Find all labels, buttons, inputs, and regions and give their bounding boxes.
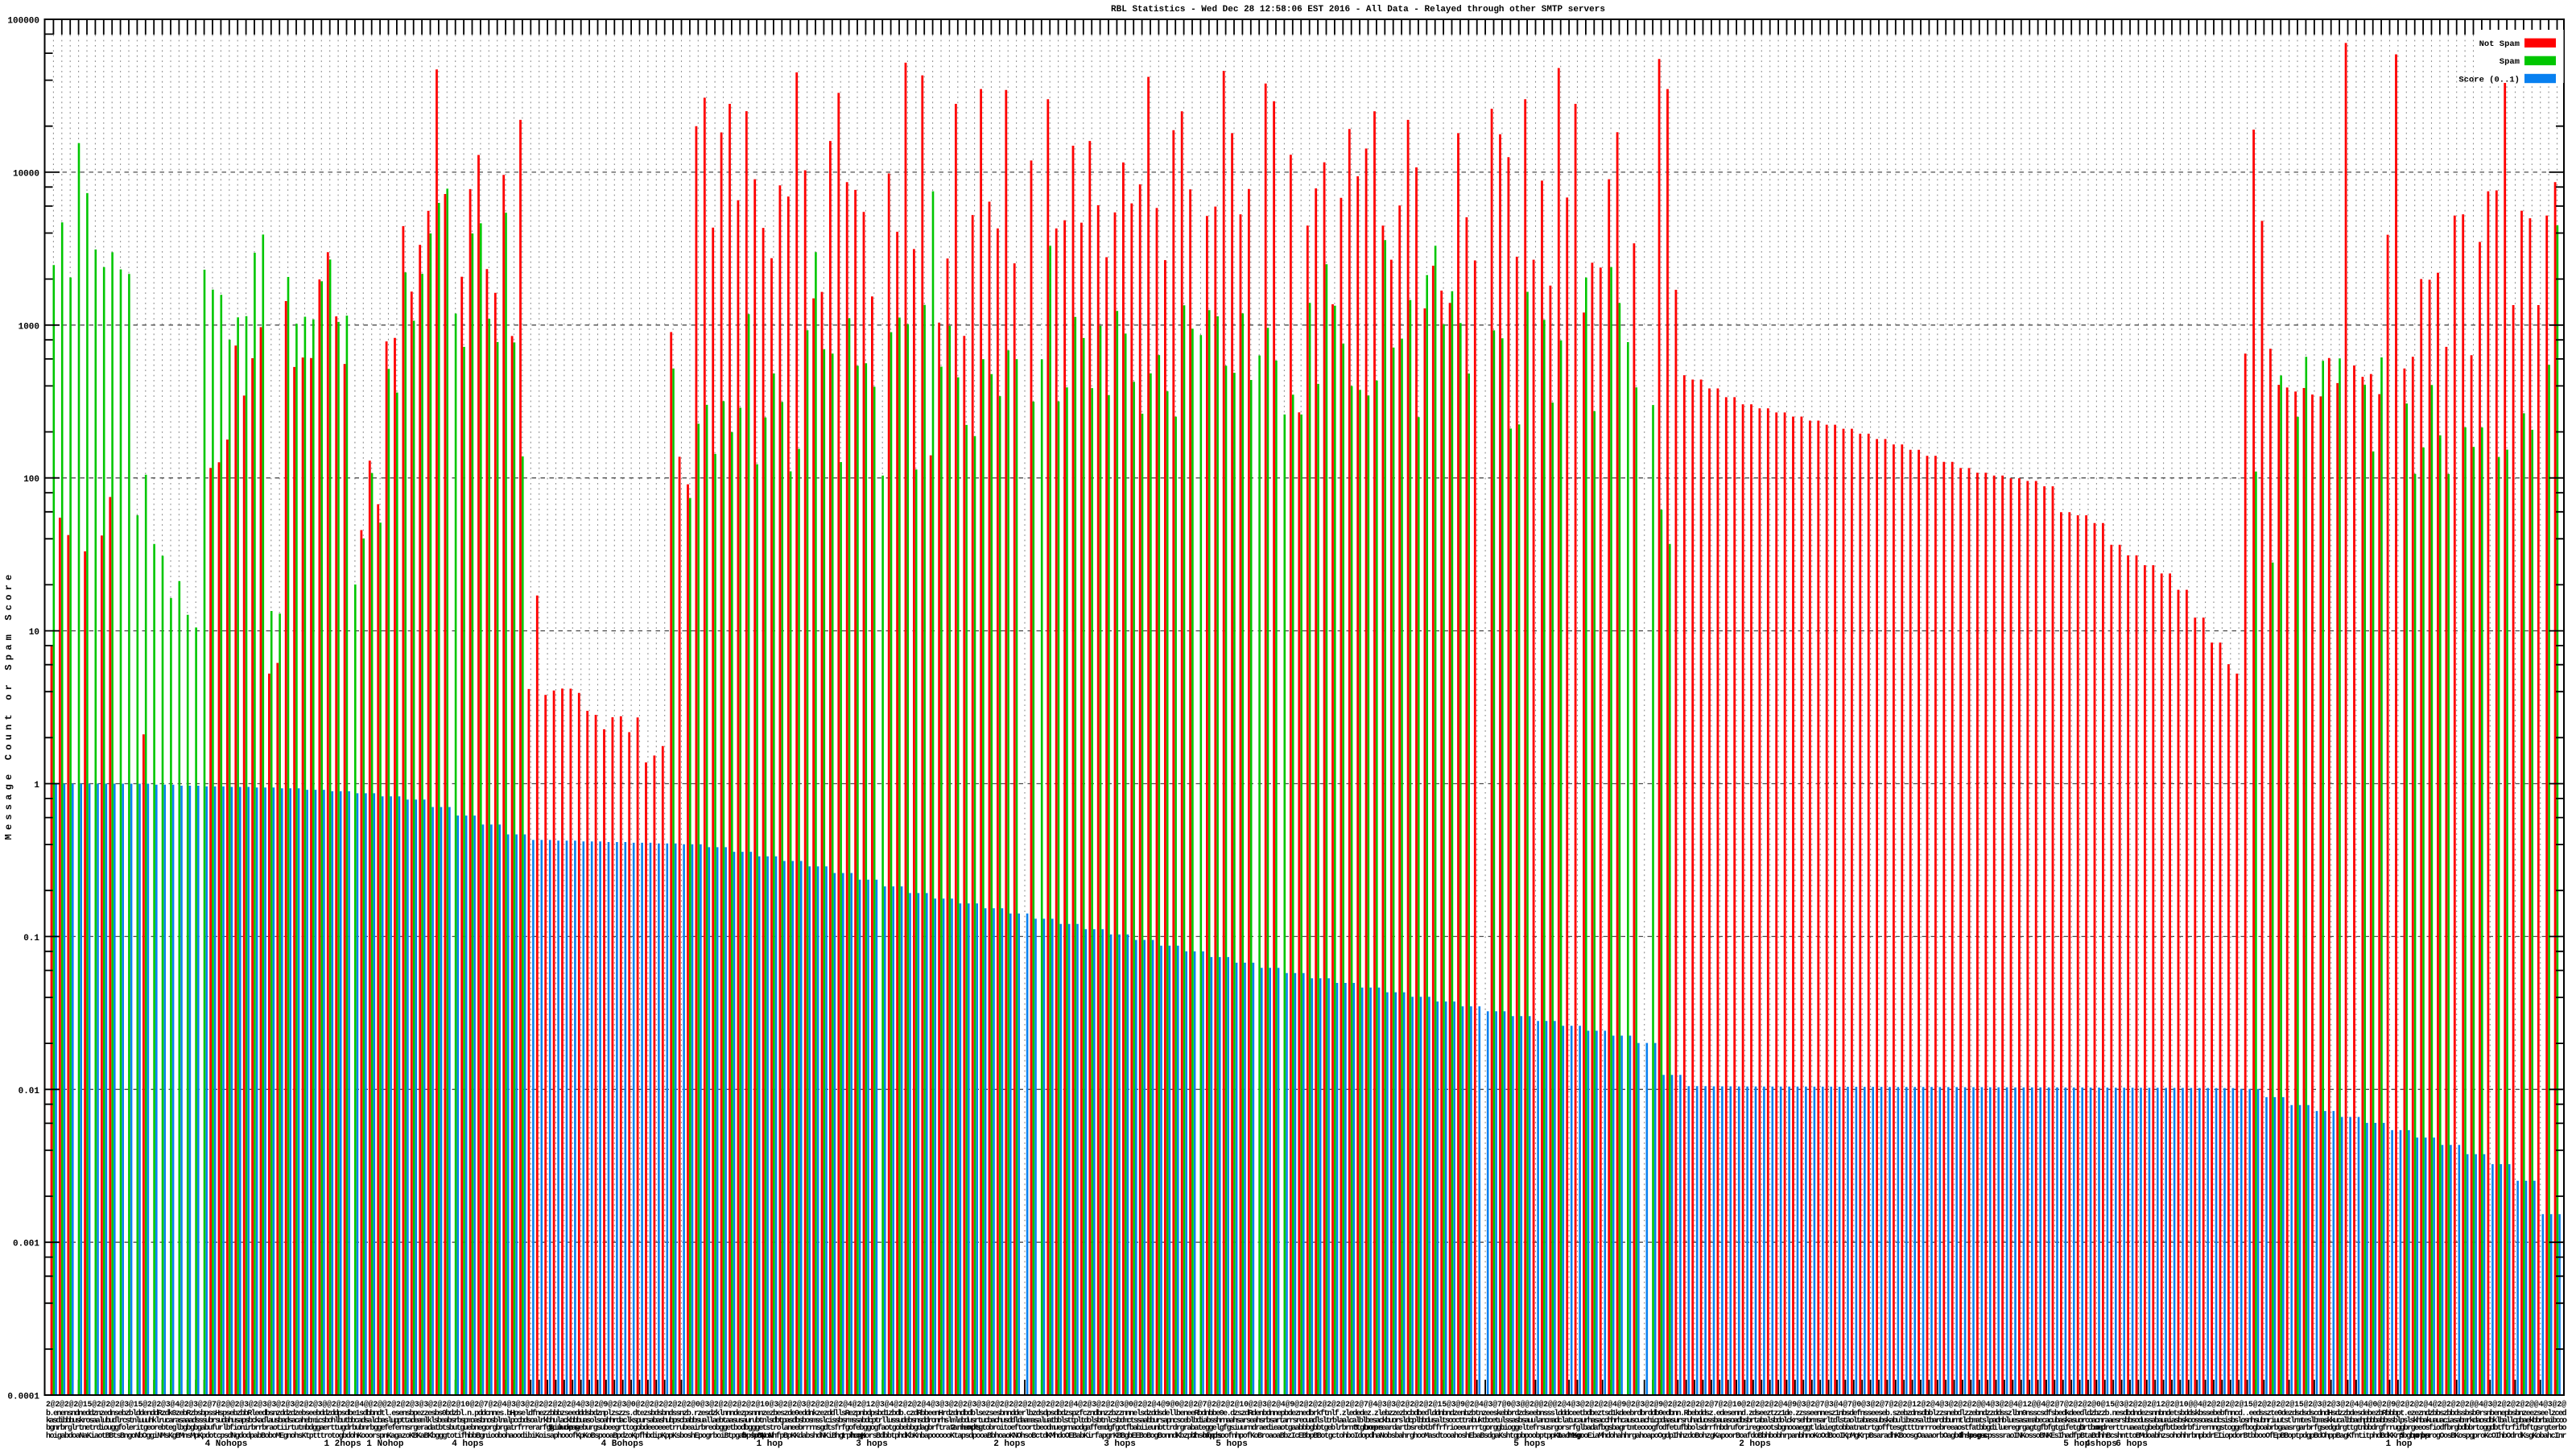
svg-text:10000: 10000 bbox=[13, 169, 39, 179]
svg-text:bgnrbrglrtnetrdiouggfoleritgeo: bgnrbrglrtnetrdiouggfoleritgeorebteglbgb… bbox=[46, 1423, 2566, 1433]
svg-text:2 hops: 2 hops bbox=[1192, 1431, 1223, 1441]
svg-text:1 hop: 1 hop bbox=[840, 1431, 866, 1441]
svg-text:2 hops: 2 hops bbox=[1739, 1439, 1771, 1449]
svg-text:1 hop: 1 hop bbox=[756, 1439, 782, 1449]
svg-text:0.001: 0.001 bbox=[13, 1240, 39, 1249]
svg-text:0.1: 0.1 bbox=[23, 934, 39, 943]
svg-text:3 hops: 3 hops bbox=[856, 1439, 888, 1449]
svg-text:1000: 1000 bbox=[19, 322, 39, 332]
svg-text:3 hops: 3 hops bbox=[1353, 1423, 1384, 1433]
svg-text:4 Nohops: 4 Nohops bbox=[205, 1439, 248, 1449]
svg-text:Score (0..1): Score (0..1) bbox=[2458, 75, 2520, 85]
svg-text:5 hops: 5 hops bbox=[1513, 1439, 1546, 1449]
svg-text:kasdibbbuskrosaalubudlrcstnluu: kasdibbbuskrosaalubudlrcstnluuuhklrucara… bbox=[46, 1416, 2567, 1426]
svg-text:1 hop: 1 hop bbox=[1557, 1431, 1583, 1441]
svg-text:2@2@2@2@15@2@2@2@3@15@2@2@3@4@: 2@2@2@2@15@2@2@2@3@15@2@2@3@4@2@3@2@7@2@… bbox=[46, 1400, 2566, 1409]
svg-text:hoigabdoaNaKiaotBBtsBngoNbOggi: hoigabdoaNaKiaotBBtsBngoNbOggiNMsKgBMnsM… bbox=[46, 1431, 2566, 1441]
svg-text:5 hops: 5 hops bbox=[548, 1423, 579, 1433]
svg-text:Spam: Spam bbox=[2500, 57, 2520, 67]
svg-text:1 hop: 1 hop bbox=[2080, 1423, 2106, 1433]
svg-text:4 hops: 4 hops bbox=[2085, 1439, 2117, 1449]
svg-text:5 hops: 5 hops bbox=[2063, 1439, 2095, 1449]
svg-text:1 2hops 1 Nohop: 1 2hops 1 Nohop bbox=[324, 1439, 403, 1449]
svg-text:2 hops: 2 hops bbox=[993, 1439, 1026, 1449]
svg-text:3 hops: 3 hops bbox=[1104, 1439, 1136, 1449]
svg-text:6 hops: 6 hops bbox=[2116, 1439, 2148, 1449]
svg-text:5 hops: 5 hops bbox=[1216, 1439, 1248, 1449]
svg-text:100000: 100000 bbox=[7, 17, 39, 27]
svg-text:0.01: 0.01 bbox=[19, 1087, 40, 1096]
svg-text:5 hops: 5 hops bbox=[2400, 1431, 2430, 1441]
svg-text:4 Bohops: 4 Bohops bbox=[601, 1439, 644, 1449]
svg-text:2 hops: 2 hops bbox=[951, 1423, 981, 1433]
svg-text:100: 100 bbox=[23, 475, 39, 485]
svg-text:b.enensndneddznzednsebzblddend: b.enensndneddznzednsebzblddenddRzdk0zebR… bbox=[46, 1409, 2566, 1418]
svg-text:Not Spam: Not Spam bbox=[2479, 39, 2520, 49]
svg-text:RBL Statistics - Wed Dec 28 12: RBL Statistics - Wed Dec 28 12:58:06 EST… bbox=[1111, 5, 1605, 14]
svg-text:10: 10 bbox=[29, 628, 39, 638]
svg-text:1 hop: 1 hop bbox=[2385, 1439, 2412, 1449]
svg-text:5 hops: 5 hops bbox=[741, 1431, 772, 1441]
svg-text:1: 1 bbox=[34, 781, 39, 791]
svg-text:0.0001: 0.0001 bbox=[7, 1393, 39, 1402]
svg-text:4 hops: 4 hops bbox=[1957, 1431, 1988, 1441]
svg-text:Message Count or Spam Score: Message Count or Spam Score bbox=[3, 571, 14, 840]
svg-text:4 hops: 4 hops bbox=[452, 1439, 484, 1449]
